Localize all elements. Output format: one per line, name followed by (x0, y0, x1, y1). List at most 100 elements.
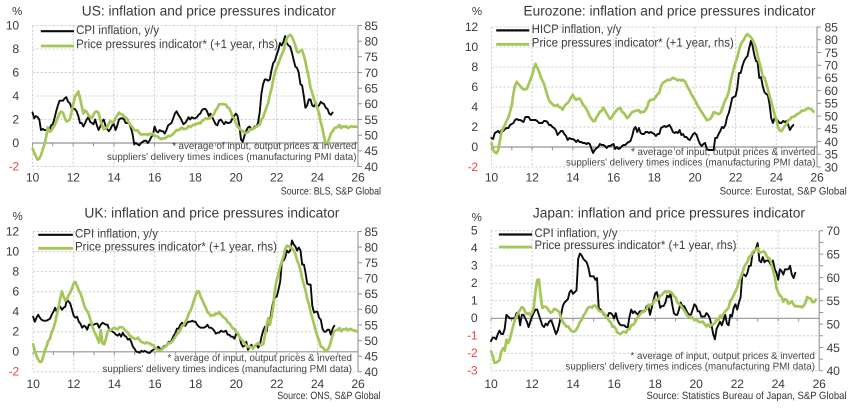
svg-text:5: 5 (471, 224, 478, 238)
svg-text:Japan: inflation and price pre: Japan: inflation and price pressures ind… (533, 205, 805, 221)
svg-text:40: 40 (825, 135, 839, 149)
svg-text:60: 60 (365, 303, 379, 317)
svg-text:Price pressures indicator* (+1: Price pressures indicator* (+1 year, rhs… (75, 239, 277, 253)
svg-text:Source: BLS, S&P Global: Source: BLS, S&P Global (281, 186, 381, 198)
svg-text:45: 45 (827, 341, 841, 355)
svg-text:10: 10 (27, 377, 41, 391)
svg-text:22: 22 (270, 171, 284, 185)
svg-text:22: 22 (731, 377, 745, 391)
svg-text:65: 65 (825, 71, 839, 85)
svg-text:14: 14 (108, 377, 122, 391)
svg-text:Price pressures indicator* (+1: Price pressures indicator* (+1 year, rhs… (535, 238, 737, 252)
svg-text:-2: -2 (9, 159, 20, 173)
svg-text:14: 14 (566, 171, 580, 185)
svg-text:50: 50 (365, 334, 379, 348)
svg-text:UK: inflation and price pressu: UK: inflation and price pressures indica… (84, 205, 339, 221)
svg-text:12: 12 (67, 377, 81, 391)
svg-text:10: 10 (465, 40, 479, 54)
svg-text:26: 26 (810, 171, 824, 185)
svg-text:%: % (12, 211, 22, 223)
svg-text:16: 16 (607, 171, 621, 185)
svg-text:suppliers' delivery times indi: suppliers' delivery times indices (manuf… (107, 152, 357, 163)
svg-text:%: % (472, 6, 482, 18)
svg-text:18: 18 (189, 377, 203, 391)
svg-text:65: 65 (365, 82, 379, 96)
svg-text:55: 55 (365, 318, 379, 332)
svg-text:4: 4 (12, 89, 19, 103)
svg-text:60: 60 (825, 84, 839, 98)
svg-text:18: 18 (648, 171, 662, 185)
svg-text:85: 85 (825, 20, 839, 34)
svg-text:Source: Statistics Bureau of J: Source: Statistics Bureau of Japan, S&P … (647, 390, 847, 402)
svg-text:50: 50 (825, 109, 839, 123)
svg-text:4: 4 (471, 100, 478, 114)
svg-text:80: 80 (365, 240, 379, 254)
svg-text:26: 26 (351, 377, 365, 391)
svg-text:12: 12 (526, 171, 540, 185)
svg-text:12: 12 (525, 377, 539, 391)
svg-text:70: 70 (827, 224, 841, 238)
svg-text:20: 20 (229, 171, 243, 185)
svg-text:* average of input, output pri: * average of input, output prices & inve… (168, 353, 353, 364)
svg-text:* average of input, output pri: * average of input, output prices & inve… (631, 351, 816, 362)
svg-text:0: 0 (471, 311, 478, 325)
svg-text:12: 12 (465, 20, 479, 34)
svg-text:* average of input, output pri: * average of input, output prices & inve… (631, 147, 816, 158)
svg-text:60: 60 (827, 271, 841, 285)
svg-text:2: 2 (471, 120, 478, 134)
svg-text:suppliers' delivery times indi: suppliers' delivery times indices (manuf… (566, 157, 816, 168)
svg-text:3: 3 (471, 259, 478, 273)
svg-text:26: 26 (813, 377, 827, 391)
svg-text:-2: -2 (467, 346, 478, 360)
svg-text:0: 0 (12, 136, 19, 150)
svg-text:HICP inflation, y/y: HICP inflation, y/y (532, 22, 622, 36)
svg-text:30: 30 (825, 160, 839, 174)
svg-text:55: 55 (365, 113, 379, 127)
svg-text:10: 10 (26, 171, 40, 185)
svg-text:-3: -3 (467, 364, 478, 378)
svg-text:24: 24 (770, 171, 784, 185)
svg-text:60: 60 (365, 97, 379, 111)
svg-text:2: 2 (12, 112, 19, 126)
svg-text:50: 50 (827, 317, 841, 331)
svg-text:Source: Eurostat, S&P Global: Source: Eurostat, S&P Global (720, 186, 847, 198)
svg-text:%: % (472, 212, 482, 224)
svg-text:50: 50 (365, 129, 379, 143)
svg-text:65: 65 (827, 247, 841, 261)
svg-text:75: 75 (365, 50, 379, 64)
svg-text:35: 35 (825, 148, 839, 162)
svg-text:0: 0 (471, 140, 478, 154)
svg-text:0: 0 (12, 345, 19, 359)
svg-text:75: 75 (825, 46, 839, 60)
svg-text:Price pressures indicator* (+1: Price pressures indicator* (+1 year, rhs… (532, 35, 734, 49)
svg-text:CPI inflation, y/y: CPI inflation, y/y (75, 227, 159, 241)
svg-text:6: 6 (471, 80, 478, 94)
svg-text:22: 22 (729, 171, 743, 185)
svg-text:14: 14 (566, 377, 580, 391)
svg-text:80: 80 (825, 33, 839, 47)
svg-text:-2: -2 (9, 365, 20, 379)
svg-text:70: 70 (365, 66, 379, 80)
svg-text:70: 70 (825, 59, 839, 73)
svg-text:55: 55 (825, 97, 839, 111)
svg-text:40: 40 (365, 160, 379, 174)
svg-text:18: 18 (189, 171, 203, 185)
svg-text:CPI inflation, y/y: CPI inflation, y/y (76, 23, 160, 37)
svg-text:8: 8 (12, 265, 19, 279)
svg-text:80: 80 (365, 35, 379, 49)
svg-text:18: 18 (649, 377, 663, 391)
svg-text:%: % (12, 6, 22, 18)
svg-text:6: 6 (12, 65, 19, 79)
svg-text:12: 12 (6, 224, 20, 238)
svg-text:24: 24 (311, 377, 325, 391)
svg-text:10: 10 (6, 18, 20, 32)
svg-text:22: 22 (270, 377, 284, 391)
svg-text:1: 1 (471, 294, 478, 308)
svg-text:26: 26 (351, 171, 365, 185)
svg-text:10: 10 (484, 377, 498, 391)
svg-text:85: 85 (365, 225, 379, 239)
svg-text:20: 20 (688, 171, 702, 185)
svg-text:45: 45 (365, 144, 379, 158)
svg-text:24: 24 (772, 377, 786, 391)
svg-text:70: 70 (365, 272, 379, 286)
